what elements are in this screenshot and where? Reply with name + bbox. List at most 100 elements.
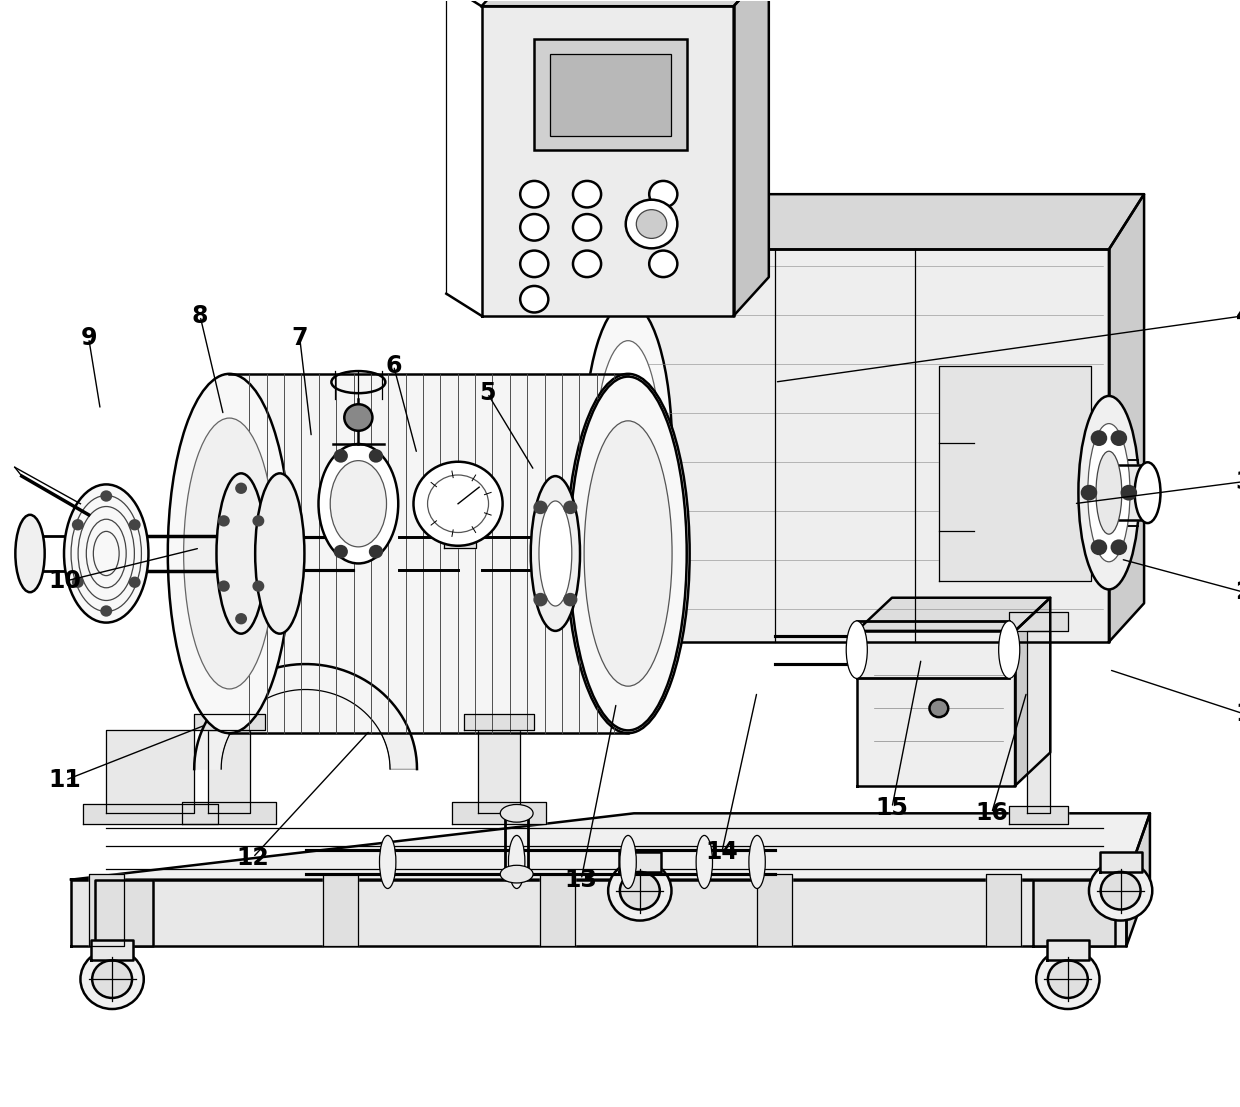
Circle shape xyxy=(1083,486,1096,499)
Circle shape xyxy=(1122,486,1136,499)
Bar xyxy=(534,40,687,149)
Polygon shape xyxy=(182,803,277,825)
Ellipse shape xyxy=(998,621,1019,679)
Polygon shape xyxy=(94,880,154,946)
Text: 4: 4 xyxy=(1235,303,1240,328)
Circle shape xyxy=(521,214,548,240)
Circle shape xyxy=(73,520,83,529)
Circle shape xyxy=(534,594,547,606)
Ellipse shape xyxy=(500,805,533,823)
Circle shape xyxy=(73,578,83,587)
Text: 11: 11 xyxy=(48,768,82,793)
Polygon shape xyxy=(453,803,546,825)
Text: 10: 10 xyxy=(48,569,82,593)
Circle shape xyxy=(345,404,372,431)
Polygon shape xyxy=(481,0,769,7)
Polygon shape xyxy=(1126,814,1149,946)
Text: 12: 12 xyxy=(237,846,269,869)
Polygon shape xyxy=(1033,880,1115,946)
Circle shape xyxy=(930,700,949,717)
Circle shape xyxy=(642,583,684,623)
Circle shape xyxy=(620,872,660,910)
Circle shape xyxy=(335,546,347,557)
Ellipse shape xyxy=(508,836,525,889)
Circle shape xyxy=(626,199,677,248)
Circle shape xyxy=(1112,432,1126,445)
Circle shape xyxy=(573,214,601,240)
Polygon shape xyxy=(734,0,769,315)
Text: 1: 1 xyxy=(1235,702,1240,726)
Ellipse shape xyxy=(539,501,572,606)
Circle shape xyxy=(521,250,548,277)
Polygon shape xyxy=(857,598,1050,631)
Text: 3: 3 xyxy=(1235,469,1240,494)
Circle shape xyxy=(81,950,144,1008)
Circle shape xyxy=(636,209,667,238)
Ellipse shape xyxy=(217,474,265,633)
Polygon shape xyxy=(71,880,1126,946)
Circle shape xyxy=(1048,961,1087,997)
Circle shape xyxy=(573,180,601,207)
Text: 7: 7 xyxy=(291,325,308,350)
Polygon shape xyxy=(1009,612,1068,631)
Polygon shape xyxy=(541,875,575,946)
Circle shape xyxy=(650,591,676,615)
Polygon shape xyxy=(1100,852,1142,872)
Ellipse shape xyxy=(569,376,687,731)
Circle shape xyxy=(413,462,502,546)
Ellipse shape xyxy=(1096,452,1122,535)
Polygon shape xyxy=(195,714,264,731)
Polygon shape xyxy=(83,805,218,825)
Circle shape xyxy=(534,501,547,513)
Ellipse shape xyxy=(1079,396,1140,589)
Text: 15: 15 xyxy=(875,796,909,820)
Circle shape xyxy=(130,578,139,587)
Text: 8: 8 xyxy=(192,303,208,328)
Circle shape xyxy=(564,594,577,606)
Ellipse shape xyxy=(500,866,533,883)
Polygon shape xyxy=(1047,941,1089,961)
Polygon shape xyxy=(619,852,661,872)
Circle shape xyxy=(92,961,131,997)
Circle shape xyxy=(335,451,347,462)
Polygon shape xyxy=(1109,194,1145,642)
Circle shape xyxy=(102,607,110,615)
Circle shape xyxy=(1092,540,1106,554)
Ellipse shape xyxy=(584,421,672,686)
Ellipse shape xyxy=(846,621,867,679)
Circle shape xyxy=(428,475,489,532)
Text: 14: 14 xyxy=(706,840,738,865)
Ellipse shape xyxy=(379,836,396,889)
Circle shape xyxy=(130,520,139,529)
Polygon shape xyxy=(629,249,1109,642)
Circle shape xyxy=(608,861,672,921)
Polygon shape xyxy=(71,814,1149,880)
Circle shape xyxy=(1112,540,1126,554)
Circle shape xyxy=(102,492,110,500)
Ellipse shape xyxy=(255,474,305,633)
Polygon shape xyxy=(857,631,1016,786)
Polygon shape xyxy=(481,7,734,315)
Text: 13: 13 xyxy=(564,868,598,891)
Polygon shape xyxy=(195,664,417,769)
Polygon shape xyxy=(629,194,1145,249)
Circle shape xyxy=(573,250,601,277)
Circle shape xyxy=(370,451,382,462)
Ellipse shape xyxy=(584,302,672,594)
Ellipse shape xyxy=(184,418,275,689)
Text: 16: 16 xyxy=(975,801,1008,826)
Polygon shape xyxy=(324,875,358,946)
Ellipse shape xyxy=(64,485,149,622)
Polygon shape xyxy=(477,731,521,814)
Polygon shape xyxy=(1009,806,1068,825)
Text: 6: 6 xyxy=(386,353,402,377)
Polygon shape xyxy=(464,714,534,731)
Ellipse shape xyxy=(15,515,45,592)
Circle shape xyxy=(1092,432,1106,445)
Text: 9: 9 xyxy=(81,325,97,350)
Polygon shape xyxy=(88,875,124,946)
Ellipse shape xyxy=(749,836,765,889)
Ellipse shape xyxy=(319,444,398,563)
Circle shape xyxy=(1101,872,1141,910)
Circle shape xyxy=(237,614,246,623)
